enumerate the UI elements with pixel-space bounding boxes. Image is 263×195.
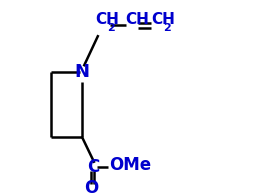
Text: CH: CH [126,12,150,27]
Text: OMe: OMe [109,156,151,174]
Text: C: C [87,158,100,176]
Text: CH: CH [95,12,119,27]
Text: O: O [84,179,99,195]
Text: 2: 2 [107,23,115,33]
Text: N: N [74,63,89,81]
Text: CH: CH [151,12,175,27]
Text: 2: 2 [163,23,170,33]
